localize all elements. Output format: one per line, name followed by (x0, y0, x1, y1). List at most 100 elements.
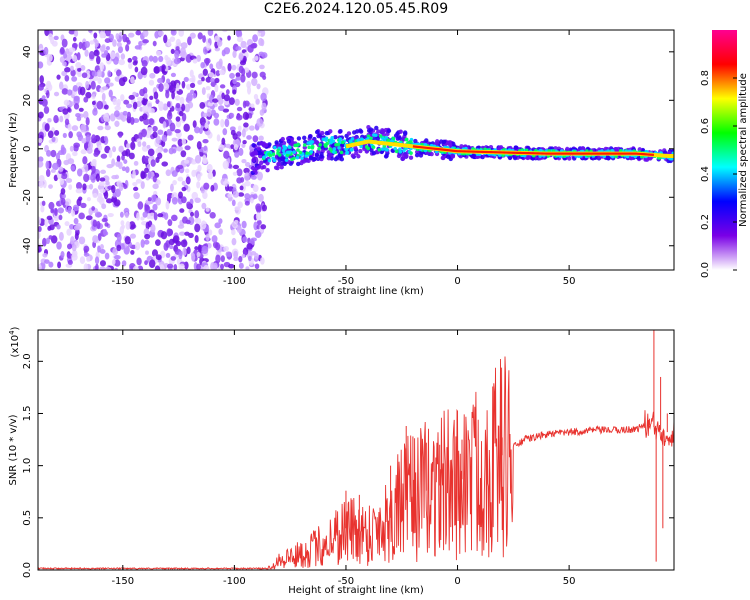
noise-blob (189, 69, 194, 78)
ridge-core-blob (305, 151, 309, 155)
noise-blob (250, 197, 254, 204)
noise-blob (88, 141, 93, 150)
ridge-band-blob (480, 154, 485, 160)
noise-blob (93, 151, 99, 157)
noise-blob (214, 77, 220, 84)
colorbar: 0.0 0.2 0.4 0.6 0.8 Normalized spectral ampl… (700, 30, 749, 278)
noise-blob (255, 203, 262, 212)
ridge-band-blob (398, 129, 403, 134)
noise-blob (71, 125, 79, 131)
noise-blob (107, 70, 112, 78)
noise-blob (38, 180, 44, 189)
noise-blob (59, 46, 65, 55)
noise-blob (132, 182, 138, 187)
noise-blob (225, 89, 230, 95)
noise-blob (150, 224, 156, 233)
noise-blob (165, 169, 172, 177)
y-tick-label: 2.0 (22, 353, 33, 369)
ridge-band-blob (314, 153, 320, 158)
ridge-band-blob (333, 156, 339, 162)
noise-blob (108, 89, 113, 98)
noise-blob (148, 118, 155, 126)
noise-blob (180, 239, 188, 248)
noise-blob (185, 219, 191, 225)
noise-blob (170, 256, 177, 261)
noise-blob (92, 219, 98, 227)
noise-blob (221, 30, 228, 33)
noise-blob (214, 84, 219, 93)
noise-blob (142, 211, 148, 218)
noise-blob (81, 137, 87, 144)
ridge-core-blob (324, 136, 329, 141)
noise-blob (151, 194, 157, 203)
noise-blob (254, 55, 259, 61)
x-tick-label: -150 (111, 576, 134, 587)
noise-blob (50, 168, 56, 173)
noise-blob (48, 201, 55, 210)
noise-blob (173, 263, 178, 270)
noise-blob (66, 243, 73, 250)
noise-blob (54, 207, 58, 217)
noise-blob (256, 117, 264, 127)
noise-blob (251, 77, 258, 87)
ridge-band-blob (328, 152, 333, 158)
noise-blob (46, 149, 52, 157)
noise-blob (175, 116, 181, 122)
noise-blob (139, 88, 146, 97)
noise-blob (140, 181, 145, 190)
noise-blob (132, 265, 140, 270)
snr-line (38, 356, 674, 570)
ridge-band-blob (338, 153, 343, 159)
noise-blob (166, 263, 174, 269)
ridge-band-blob (446, 154, 451, 160)
noise-blob (206, 42, 211, 51)
noise-blob (151, 249, 159, 257)
noise-blob (130, 249, 135, 255)
noise-blob (155, 135, 161, 145)
noise-blob (174, 129, 181, 134)
noise-blob (213, 118, 220, 126)
noise-blob (78, 212, 85, 220)
ridge-core-blob (402, 148, 406, 153)
noise-blob (227, 35, 231, 41)
noise-blob (118, 59, 126, 66)
ridge-core-blob (284, 158, 289, 162)
ridge-core-blob (380, 147, 385, 151)
noise-blob (205, 76, 212, 83)
noise-blob (245, 266, 250, 270)
ridge-core-blob (386, 138, 391, 142)
noise-blob (104, 77, 111, 84)
noise-blob (105, 198, 113, 204)
heatmap-frame (37, 29, 675, 271)
noise-blob (256, 83, 261, 90)
ridge-band-blob (256, 165, 261, 170)
noise-blob (245, 162, 251, 168)
heatmap-marks (38, 30, 674, 270)
noise-blob (166, 111, 173, 120)
noise-blob (205, 86, 211, 91)
ridge-core-blob (345, 151, 349, 155)
ridge-core-blob (317, 146, 321, 151)
noise-blob (99, 249, 106, 254)
noise-blob (85, 117, 90, 126)
noise-blob (44, 259, 50, 264)
noise-blob (207, 171, 214, 180)
noise-blob (218, 228, 223, 235)
noise-blob (83, 173, 90, 183)
noise-blob (92, 91, 97, 96)
noise-blob (239, 60, 247, 66)
noise-blob (184, 231, 190, 236)
ridge-core-blob (337, 146, 341, 150)
ridge-core-blob (277, 153, 282, 157)
noise-blob (152, 203, 158, 211)
ridge-core-blob (398, 147, 402, 151)
noise-blob (196, 173, 201, 182)
chart-title: C2E6.2024.120.05.45.R09 (263, 1, 449, 17)
noise-blob (207, 30, 214, 37)
noise-blob (163, 34, 168, 44)
noise-blob (84, 40, 90, 48)
noise-blob (261, 52, 268, 59)
noise-blob (149, 72, 156, 79)
noise-blob (183, 159, 190, 164)
noise-blob (51, 136, 56, 143)
